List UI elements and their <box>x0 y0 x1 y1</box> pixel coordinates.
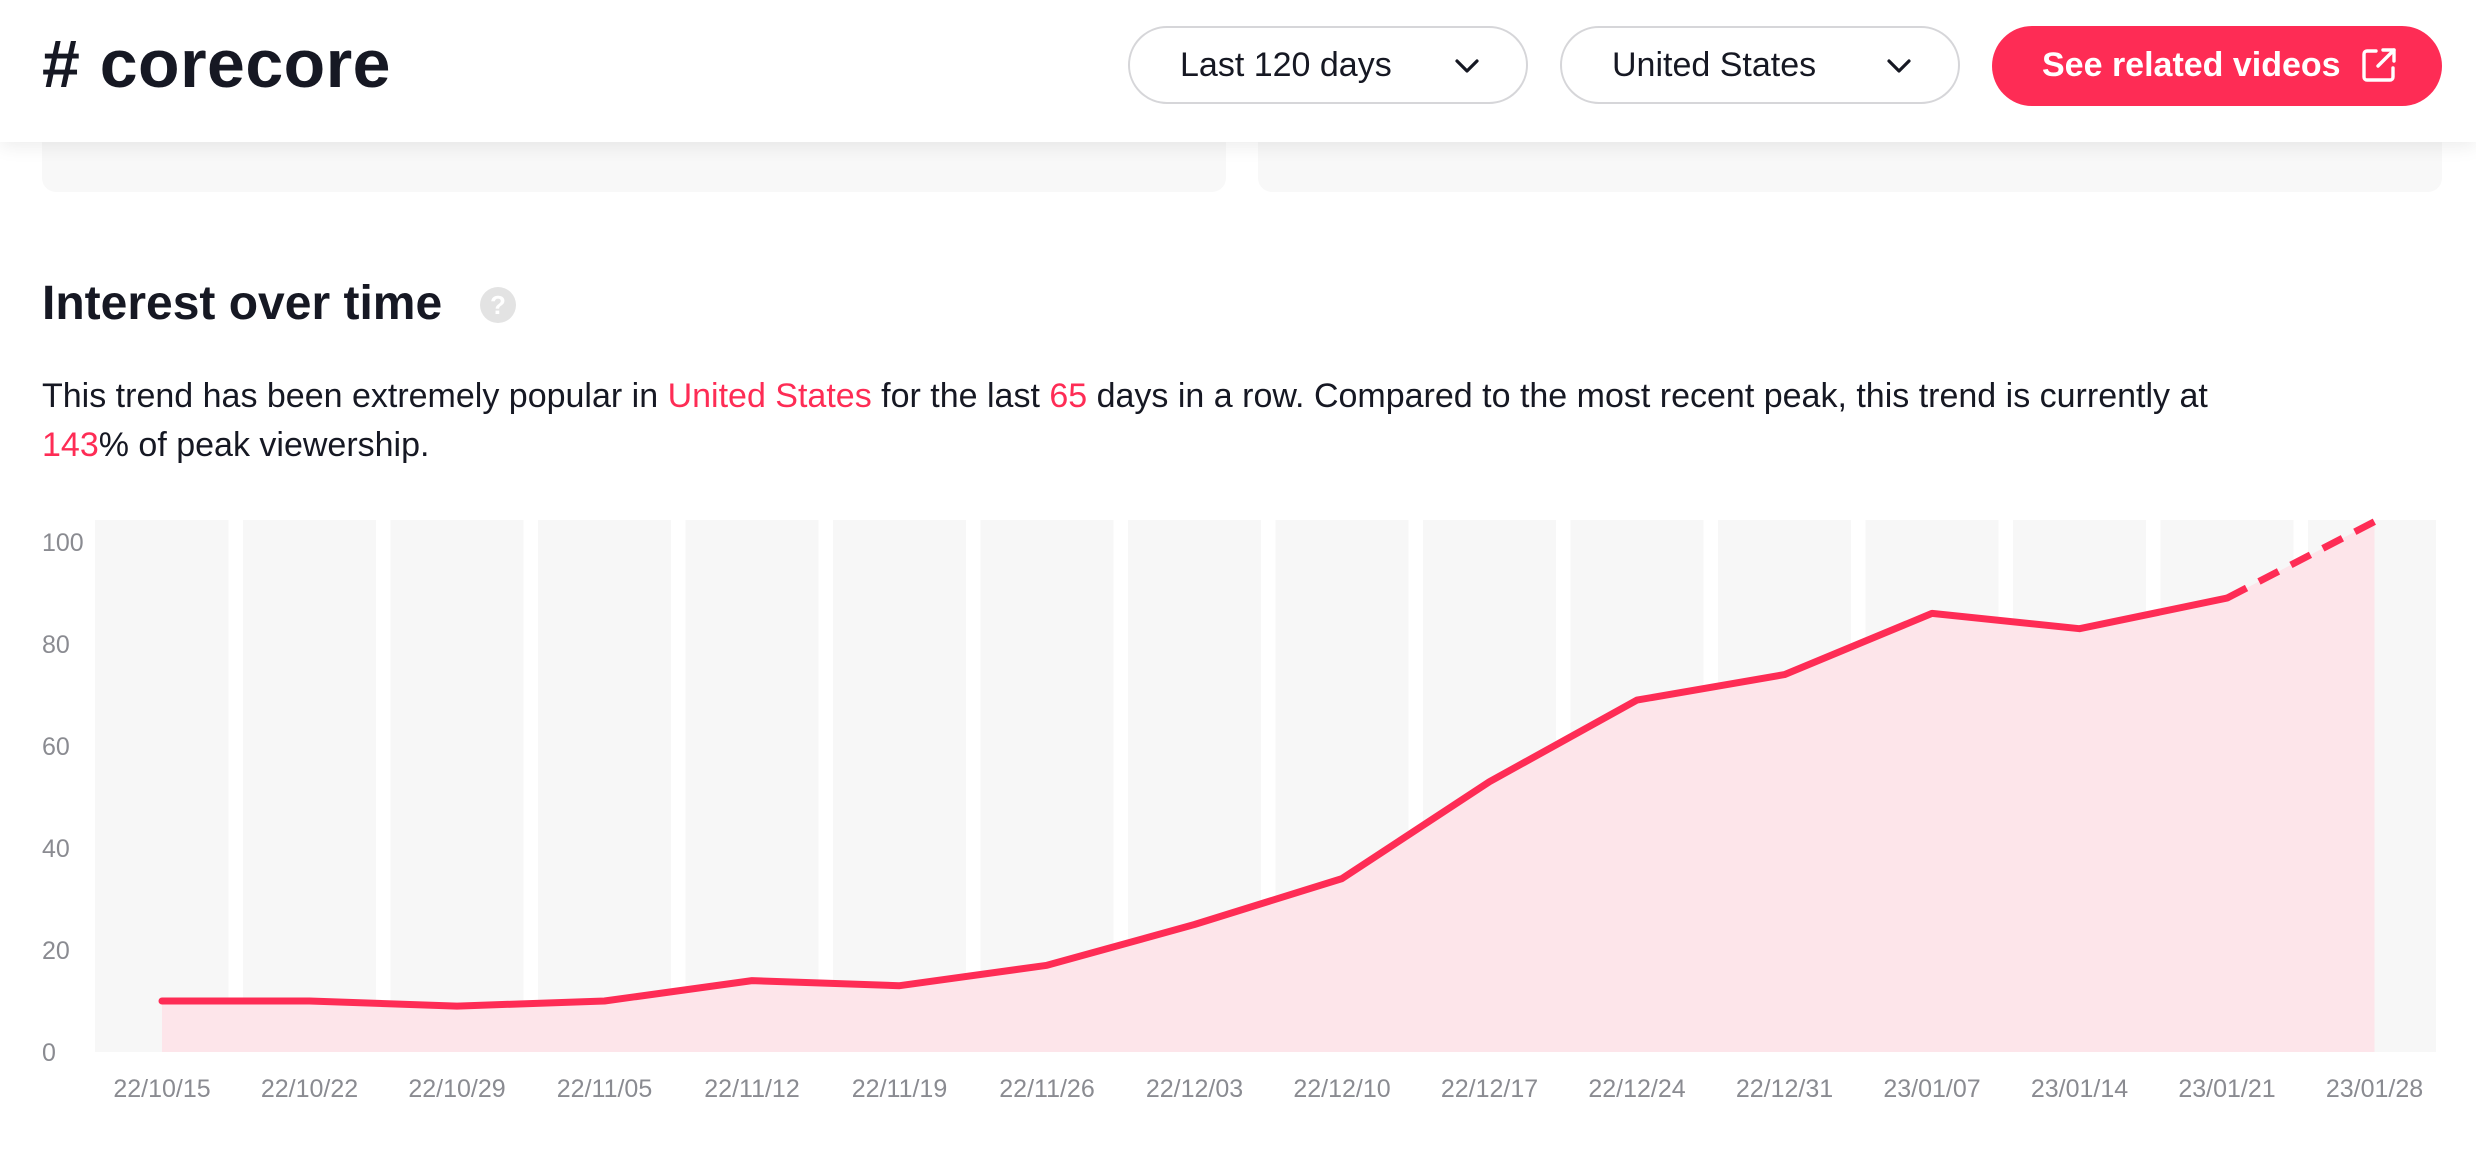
x-tick-label: 22/12/10 <box>1293 1075 1390 1103</box>
chevron-down-icon <box>1887 59 1911 73</box>
x-tick-label: 22/11/19 <box>852 1075 947 1103</box>
series-line-projected <box>2225 518 2377 602</box>
chart-band <box>833 520 966 1052</box>
y-tick-label: 100 <box>42 529 84 557</box>
x-tick-label: 23/01/28 <box>2326 1075 2423 1103</box>
chart-band <box>243 520 376 1052</box>
see-related-videos-label: See related videos <box>2042 46 2341 84</box>
y-tick-label: 20 <box>42 937 70 965</box>
trend-summary: This trend has been extremely popular in… <box>42 372 2442 470</box>
x-tick-label: 22/11/05 <box>557 1075 652 1103</box>
period-dropdown[interactable]: Last 120 days <box>1128 26 1528 104</box>
x-tick-label: 22/11/26 <box>999 1075 1094 1103</box>
x-tick-label: 22/12/24 <box>1588 1075 1685 1103</box>
chevron-down-icon <box>1455 59 1479 73</box>
country-dropdown-label: United States <box>1612 45 1817 84</box>
x-tick-label: 22/10/15 <box>113 1075 210 1103</box>
x-tick-label: 22/10/29 <box>408 1075 505 1103</box>
x-tick-label: 22/12/03 <box>1146 1075 1243 1103</box>
x-tick-label: 22/10/22 <box>261 1075 358 1103</box>
chart-band <box>685 520 819 1052</box>
y-tick-label: 0 <box>42 1039 56 1067</box>
chart-band <box>95 520 229 1052</box>
hashtag-title: # corecore <box>42 26 391 102</box>
x-tick-label: 23/01/14 <box>2031 1075 2128 1103</box>
x-tick-label: 23/01/21 <box>2178 1075 2275 1103</box>
interest-over-time-chart: 0 20 40 60 80 100 22/10/15 22/10/22 22/10/29 22/1… <box>42 518 2436 1103</box>
summary-country: United States <box>667 377 872 415</box>
period-dropdown-label: Last 120 days <box>1180 45 1392 84</box>
chart-band <box>538 520 671 1052</box>
chart-band <box>390 520 524 1052</box>
x-tick-label: 23/01/07 <box>1883 1075 1980 1103</box>
y-tick-label: 40 <box>42 835 70 863</box>
x-tick-label: 22/12/17 <box>1441 1075 1538 1103</box>
summary-percent: 143 <box>42 426 99 464</box>
series-line <box>158 594 2231 1010</box>
y-tick-label: 60 <box>42 733 70 761</box>
summary-text-4: % of peak viewership. <box>98 426 430 464</box>
summary-text-2: for the last <box>871 377 1050 415</box>
external-link-icon <box>2362 48 2396 82</box>
summary-text-3: days in a row. Compared to the most rece… <box>1087 377 2208 415</box>
section-title: Interest over time <box>42 277 443 330</box>
x-tick-label: 22/11/12 <box>704 1075 799 1103</box>
series-area <box>162 521 2375 1052</box>
question-circle-icon[interactable]: ? <box>480 287 516 323</box>
see-related-videos-button[interactable]: See related videos <box>1992 26 2442 106</box>
summary-text-1: This trend has been extremely popular in <box>42 377 668 415</box>
header-bar: # corecore Last 120 days United States S… <box>0 0 2476 142</box>
country-dropdown[interactable]: United States <box>1560 26 1960 104</box>
summary-days: 65 <box>1049 377 1088 415</box>
x-tick-label: 22/12/31 <box>1736 1075 1833 1103</box>
y-tick-label: 80 <box>42 631 70 659</box>
